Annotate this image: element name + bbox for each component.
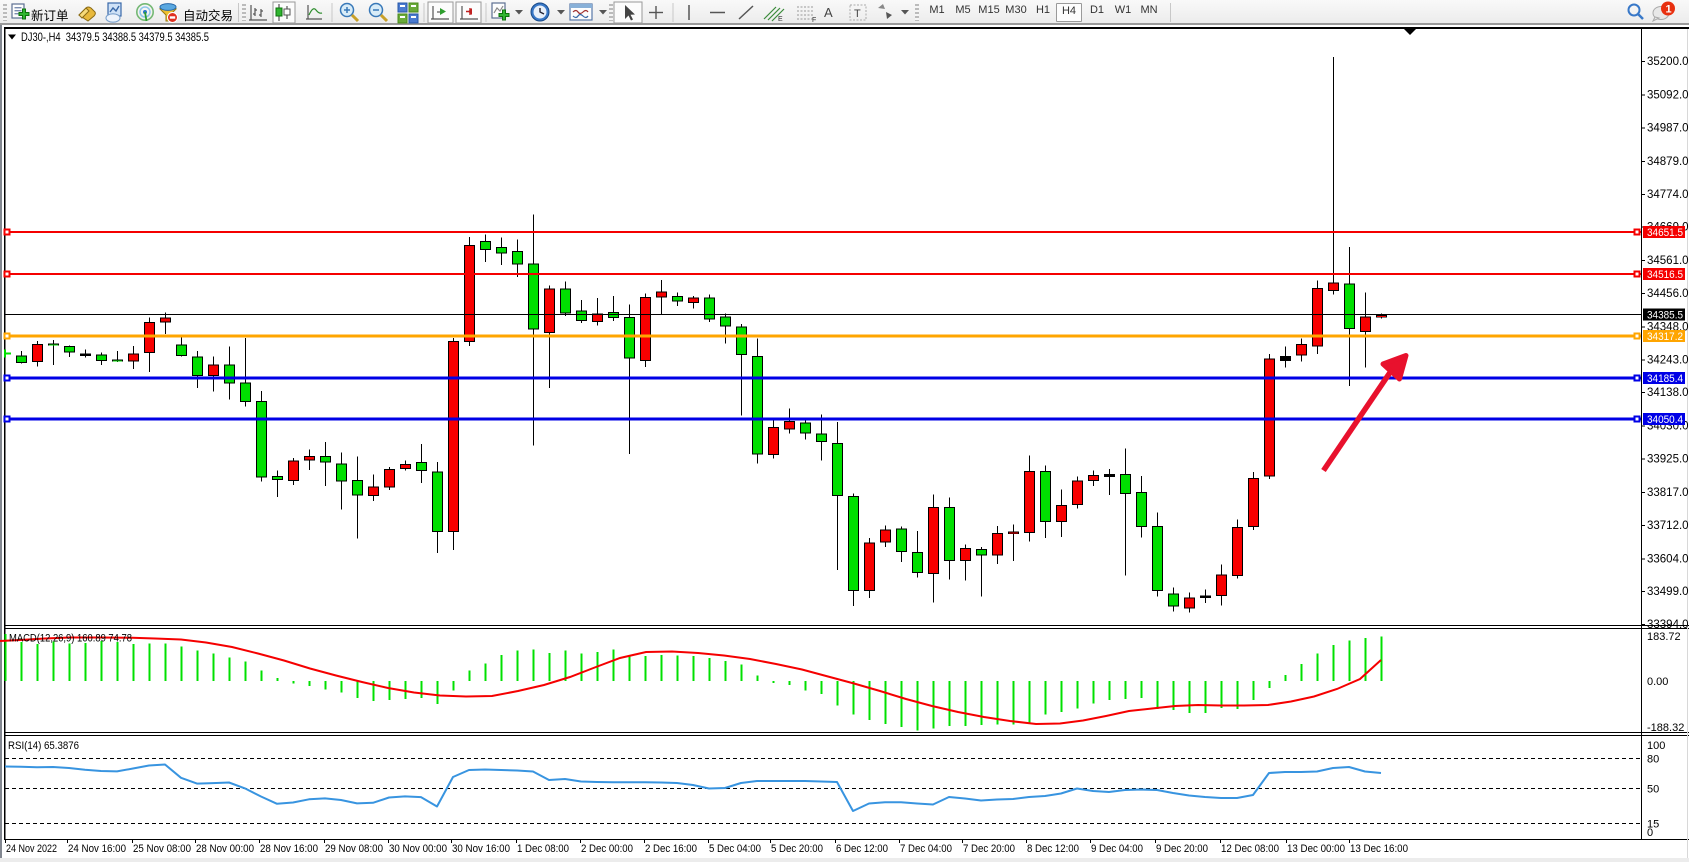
svg-text:34317.2: 34317.2	[1647, 331, 1683, 343]
svg-text:1 Dec 08:00: 1 Dec 08:00	[517, 843, 569, 855]
svg-text:RSI(14) 65.3876: RSI(14) 65.3876	[8, 740, 79, 752]
svg-text:33712.0: 33712.0	[1647, 520, 1689, 532]
svg-text:6 Dec 12:00: 6 Dec 12:00	[836, 843, 888, 855]
svg-text:100: 100	[1647, 740, 1665, 752]
svg-text:7 Dec 04:00: 7 Dec 04:00	[900, 843, 952, 855]
svg-text:35092.0: 35092.0	[1647, 90, 1689, 102]
svg-text:35200.0: 35200.0	[1647, 56, 1689, 68]
svg-text:34987.0: 34987.0	[1647, 122, 1689, 134]
svg-text:12 Dec 08:00: 12 Dec 08:00	[1221, 843, 1279, 855]
svg-text:5 Dec 04:00: 5 Dec 04:00	[709, 843, 761, 855]
svg-text:0: 0	[1647, 827, 1653, 839]
svg-text:24 Nov 2022: 24 Nov 2022	[6, 843, 57, 855]
svg-text:183.72: 183.72	[1647, 631, 1681, 643]
svg-text:34516.5: 34516.5	[1647, 269, 1683, 281]
svg-text:30 Nov 00:00: 30 Nov 00:00	[389, 843, 447, 855]
svg-text:24 Nov 16:00: 24 Nov 16:00	[68, 843, 126, 855]
svg-text:34185.4: 34185.4	[1647, 373, 1683, 385]
svg-text:80: 80	[1647, 754, 1659, 766]
svg-text:E: E	[778, 16, 783, 23]
svg-text:33817.0: 33817.0	[1647, 487, 1689, 499]
svg-text:0.00: 0.00	[1647, 676, 1668, 688]
svg-text:9 Dec 20:00: 9 Dec 20:00	[1156, 843, 1208, 855]
svg-text:33394.0: 33394.0	[1647, 619, 1689, 631]
svg-text:8 Dec 12:00: 8 Dec 12:00	[1027, 843, 1079, 855]
svg-text:9 Dec 04:00: 9 Dec 04:00	[1091, 843, 1143, 855]
svg-text:29 Nov 08:00: 29 Nov 08:00	[325, 843, 383, 855]
svg-text:34879.0: 34879.0	[1647, 156, 1689, 168]
svg-text:34385.5: 34385.5	[1647, 310, 1683, 322]
svg-text:T: T	[854, 8, 861, 20]
svg-text:34774.0: 34774.0	[1647, 189, 1689, 201]
svg-text:7 Dec 20:00: 7 Dec 20:00	[963, 843, 1015, 855]
svg-text:34050.4: 34050.4	[1647, 414, 1683, 426]
svg-text:34456.0: 34456.0	[1647, 288, 1689, 300]
svg-text:DJ30-,H4 34379.5 34388.5 3437: DJ30-,H4 34379.5 34388.5 34379.5 34385.5	[21, 30, 209, 44]
svg-text:33925.0: 33925.0	[1647, 454, 1689, 466]
svg-text:33604.0: 33604.0	[1647, 554, 1689, 566]
svg-text:34243.0: 34243.0	[1647, 354, 1689, 366]
svg-text:2 Dec 00:00: 2 Dec 00:00	[581, 843, 633, 855]
svg-text:13 Dec 00:00: 13 Dec 00:00	[1287, 843, 1345, 855]
svg-text:15: 15	[1647, 818, 1659, 830]
svg-text:50: 50	[1647, 784, 1659, 796]
svg-text:-188.32: -188.32	[1647, 722, 1684, 734]
svg-text:28 Nov 16:00: 28 Nov 16:00	[260, 843, 318, 855]
svg-text:F: F	[812, 17, 816, 24]
svg-text:5 Dec 20:00: 5 Dec 20:00	[771, 843, 823, 855]
svg-text:25 Nov 08:00: 25 Nov 08:00	[133, 843, 191, 855]
svg-text:28 Nov 00:00: 28 Nov 00:00	[196, 843, 254, 855]
svg-text:34138.0: 34138.0	[1647, 387, 1689, 399]
svg-text:33499.0: 33499.0	[1647, 586, 1689, 598]
svg-text:34651.5: 34651.5	[1647, 227, 1683, 239]
svg-text:MACD(12,26,9) 160.89 74.78: MACD(12,26,9) 160.89 74.78	[9, 633, 132, 645]
svg-text:34561.0: 34561.0	[1647, 255, 1689, 267]
svg-text:A: A	[824, 5, 833, 20]
svg-text:2 Dec 16:00: 2 Dec 16:00	[645, 843, 697, 855]
svg-text:30 Nov 16:00: 30 Nov 16:00	[452, 843, 510, 855]
svg-text:1: 1	[1666, 4, 1672, 16]
svg-text:13 Dec 16:00: 13 Dec 16:00	[1350, 843, 1408, 855]
